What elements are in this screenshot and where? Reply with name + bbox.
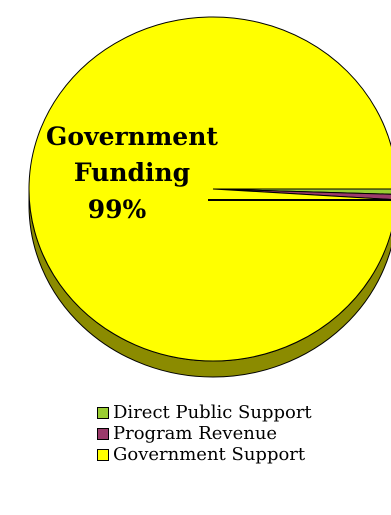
legend-item-direct-public-support: Direct Public Support [97, 402, 312, 423]
slice-label-line-2: Funding [74, 158, 190, 187]
legend-item-government-support: Government Support [97, 444, 312, 465]
pie-slice-government-support [28, 16, 391, 362]
pie-group [28, 16, 391, 378]
pie-slice-direct-public-support [212, 188, 391, 195]
legend-label: Direct Public Support [113, 401, 312, 423]
legend-item-program-revenue: Program Revenue [97, 423, 312, 444]
legend-swatch-program-revenue [97, 427, 109, 440]
legend-label: Government Support [113, 443, 306, 465]
legend-swatch-government-support [97, 448, 109, 461]
slice-label-percent: 99% [88, 195, 147, 224]
legend: Direct Public Support Program Revenue Go… [97, 402, 312, 465]
legend-label: Program Revenue [113, 422, 278, 444]
slice-label-line-1: Government [46, 122, 218, 151]
legend-swatch-direct-public-support [97, 406, 109, 419]
